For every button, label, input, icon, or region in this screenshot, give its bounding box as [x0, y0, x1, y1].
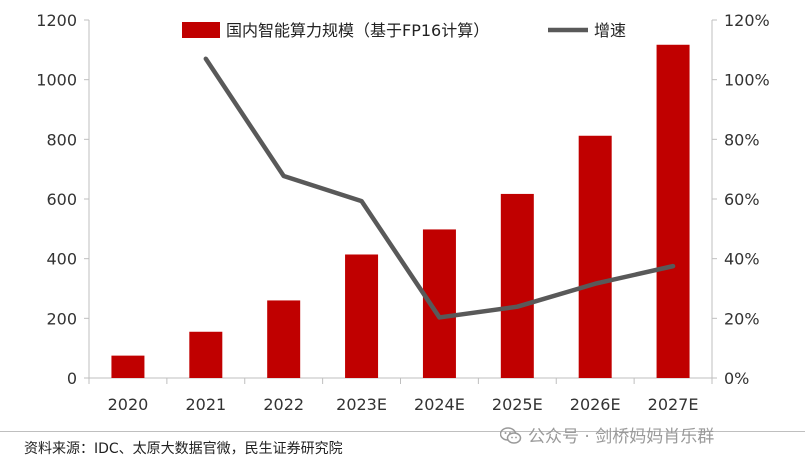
x-tick-label: 2027E	[648, 395, 699, 414]
growth-line	[203, 56, 676, 320]
bar-2025E	[500, 193, 534, 378]
left-tick-label: 0	[67, 369, 77, 388]
right-tick-label: 120%	[724, 11, 770, 30]
bar-2020	[111, 355, 145, 378]
right-tick-label: 40%	[724, 250, 760, 269]
watermark: 公众号 · 剑桥妈妈肖乐群	[500, 422, 714, 447]
x-tick-label: 2021	[185, 395, 226, 414]
chart: 0 200 400 600 800 1000 1200 0% 20% 40% 60% 80% 100% 1…	[36, 11, 769, 414]
x-tick-label: 2022	[263, 395, 304, 414]
right-tick-label: 0%	[724, 369, 749, 388]
right-tick-label: 20%	[724, 309, 760, 328]
footer-divider	[0, 431, 805, 432]
left-tick-label: 600	[46, 190, 77, 209]
bar-2026E	[578, 135, 612, 378]
bars	[111, 44, 690, 379]
left-tick-label: 800	[46, 130, 77, 149]
legend-line-label: 增速	[594, 21, 626, 40]
watermark-text: 公众号 · 剑桥妈妈肖乐群	[528, 427, 715, 447]
legend-bar-swatch	[182, 22, 220, 38]
x-tick-label: 2023E	[336, 395, 387, 414]
bar-2027E	[656, 44, 690, 379]
right-tick-label: 80%	[724, 130, 760, 149]
source-note: 资料来源：IDC、太原大数据官微，民生证券研究院	[24, 441, 343, 457]
legend: 国内智能算力规模（基于FP16计算） 增速	[182, 21, 626, 40]
bar-2021	[189, 331, 223, 378]
left-tick-label: 200	[46, 309, 77, 328]
left-tick-label: 1000	[36, 71, 77, 90]
right-tick-label: 100%	[724, 71, 770, 90]
bar-2023E	[345, 254, 379, 378]
axes: 0 200 400 600 800 1000 1200 0% 20% 40% 60% 80% 100% 1…	[36, 11, 769, 414]
left-tick-label: 1200	[36, 11, 77, 30]
x-tick-label: 2026E	[570, 395, 621, 414]
x-tick-label: 2025E	[492, 395, 543, 414]
right-tick-label: 60%	[724, 190, 760, 209]
left-tick-label: 400	[46, 250, 77, 269]
bar-2022	[267, 300, 301, 378]
legend-bar-label: 国内智能算力规模（基于FP16计算）	[226, 21, 489, 40]
x-tick-label: 2020	[108, 395, 149, 414]
wechat-icon	[500, 427, 522, 444]
x-tick-label: 2024E	[414, 395, 465, 414]
